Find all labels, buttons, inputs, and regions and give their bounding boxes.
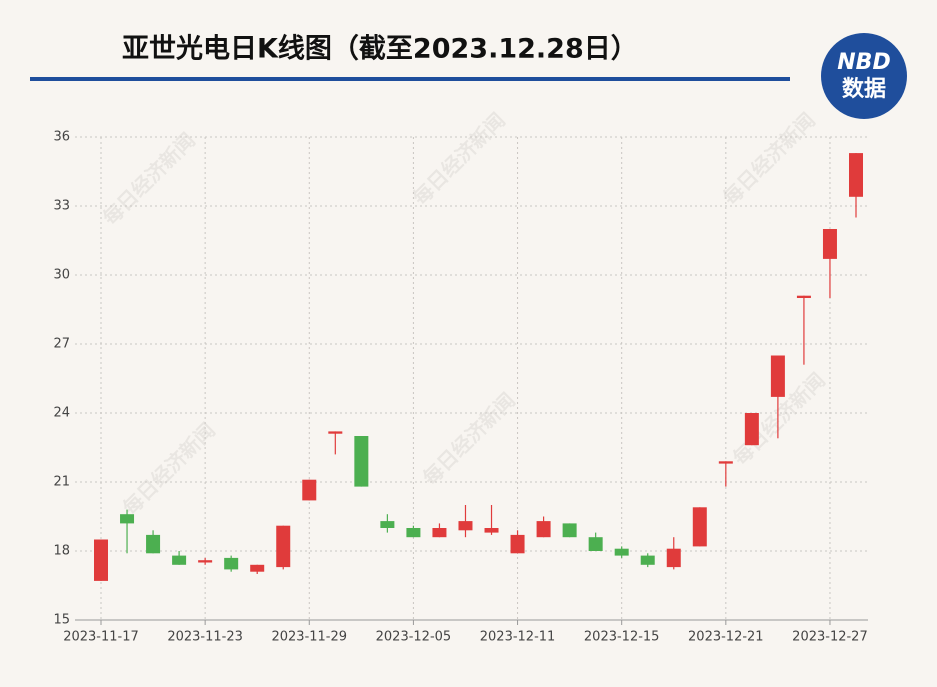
candle-body [796,295,811,298]
candle-body [458,521,473,531]
candle-body [250,564,265,572]
x-tick-label: 2023-11-23 [167,630,243,645]
candle-body [744,413,759,446]
candle-body [510,534,525,554]
y-tick-label: 21 [53,475,70,490]
candle-body [614,548,629,556]
y-tick-label: 27 [53,337,70,352]
candle-body [536,521,551,538]
candle-body [146,534,161,554]
y-tick-label: 33 [53,199,70,214]
candle-body [328,431,343,434]
candle-body [432,528,447,538]
candle-body [224,557,239,570]
x-tick-label: 2023-12-15 [584,630,660,645]
y-tick-label: 30 [53,268,70,283]
candle-body [588,537,603,551]
y-tick-label: 36 [53,130,70,145]
plot-area: 15 18 21 24 27 30 33 36 2023-11-17 2023-11-23 2023… [53,130,868,645]
candle-body [94,539,108,581]
candle-body [406,528,421,538]
candle-body [276,525,291,568]
logo-brand: NBD [837,50,890,75]
x-tick-label: 2023-12-11 [480,630,556,645]
logo-circle [821,33,907,119]
candle-body [692,507,707,547]
logo-sub: 数据 [842,76,886,102]
candle-body [302,479,317,501]
x-tick-label: 2023-12-21 [688,630,764,645]
x-tick-label: 2023-11-29 [271,630,347,645]
candle-body [666,548,681,568]
title-underline [30,77,790,81]
candle-body [198,560,213,563]
candle-body [822,229,837,259]
x-tick-label: 2023-11-17 [63,630,139,645]
y-tick-label: 15 [53,613,70,628]
x-tick-label: 2023-12-05 [376,630,452,645]
candle-body [770,355,785,397]
candle-body [120,514,135,524]
y-tick-label: 24 [53,406,70,421]
candle-body [354,436,369,487]
candle-body [380,521,395,528]
candle-body [718,461,733,464]
candle-body [172,555,187,565]
candle-body [562,523,577,538]
y-tick-label: 18 [53,544,70,559]
candle-body [849,153,863,197]
chart-title: 亚世光电日K线图（截至2023.12.28日） [122,34,638,65]
candle-body [640,555,655,565]
candle-body [484,528,499,533]
x-tick-label: 2023-12-27 [792,630,868,645]
